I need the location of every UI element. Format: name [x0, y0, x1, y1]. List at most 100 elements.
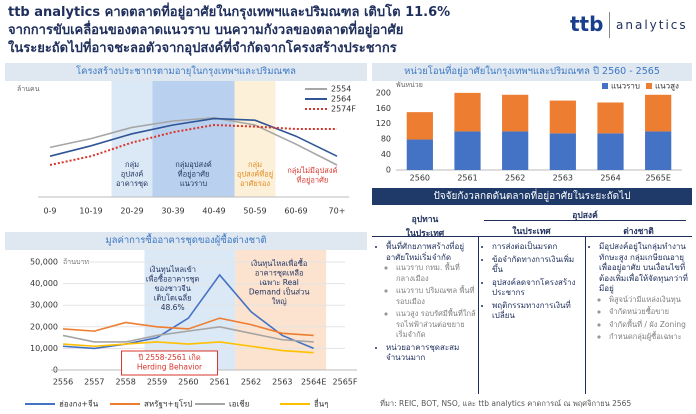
bullet-item: มีอุปสงค์อยู่ในกลุ่มทำงานทักษะสูง กลุ่มเ…	[599, 242, 689, 343]
x-tick-label: 2556	[53, 378, 73, 387]
line-series	[62, 341, 314, 354]
annotation: 48.6%	[161, 303, 185, 312]
table-column: การส่งต่อเป็นมรดกข้อจำกัดทางการเงินเพิ่ม…	[481, 242, 582, 324]
x-tick-label: 2565F	[333, 378, 358, 387]
y-tick-label: 200	[376, 88, 391, 97]
annotation: อาคารชุดเหลือ	[255, 269, 304, 278]
highlight-band	[234, 81, 276, 197]
bullet-text: หน่วยอาคารชุดสะสมจำนวนมาก	[386, 342, 460, 363]
bar-segment	[502, 131, 529, 170]
annotation: อุปสงค์	[121, 170, 144, 179]
y-tick-label: 30,000	[30, 301, 58, 310]
header-line: ในประเทศ	[405, 229, 445, 239]
sub-list: แนวราบ กทม. พื้นที่กลางเมืองแนวราบ ปริมณ…	[386, 263, 476, 341]
chart: พันหน่วย 0 40 80 120 160 200 2560 2561 2562 2563 25…	[376, 81, 682, 183]
annotation: อาคารชุด	[116, 179, 148, 188]
sub-bullet: จำกัดหน่วยซื้อขาย	[609, 307, 689, 318]
title-line: ttb analytics คาดตลาดที่อยู่อาศัยในกรุงเ…	[8, 5, 451, 20]
divider	[484, 220, 686, 221]
chart: ล้านคน 0-9 10-19 20-29 30-39 40-49 50-59 60-69 7…	[17, 81, 356, 216]
bullet-item: พฤติกรรมทางการเงินที่เปลี่ยน	[492, 301, 582, 322]
highlight-band	[144, 250, 236, 370]
bullet-item: พื้นที่ศักยภาพสร้างที่อยู่อาศัยใหม่เริ่ม…	[386, 242, 476, 341]
bar-segment	[406, 112, 433, 140]
x-tick-label: 40-49	[202, 207, 225, 216]
divider	[478, 236, 479, 394]
bullet-item: การส่งต่อเป็นมรดก	[492, 242, 582, 253]
legend-swatch	[602, 83, 608, 89]
highlight-band	[111, 81, 153, 197]
x-tick-label: 2563	[272, 378, 292, 387]
x-tick-label: 2563	[553, 174, 573, 183]
annotation: ของชาวจีน	[155, 284, 191, 293]
x-tick-label: 2562	[505, 174, 525, 183]
x-tick-label: 10-19	[79, 207, 102, 216]
bar-segment	[597, 133, 624, 170]
annotation: Herding Behavior	[137, 363, 203, 372]
sub-bullet: แนวสูง รอบรัศมีพื้นที่ใกล้รถไฟฟ้าส่วนต่อ…	[396, 309, 476, 341]
bar-segment	[549, 100, 576, 134]
sub-bullet: แนวราบ ปริมณฑล พื้นที่รอบเมือง	[396, 286, 476, 307]
x-tick-label: 2561	[457, 174, 477, 183]
x-tick-label: 2557	[84, 378, 104, 387]
panel-title: มูลค่าการซื้ออาคารชุดของผู้ซื้อต่างชาติ	[5, 232, 367, 250]
x-tick-label: 60-69	[284, 207, 307, 216]
annotation: กลุ่มอุปสงค์	[175, 160, 212, 169]
table-column: พื้นที่ศักยภาพสร้างที่อยู่อาศัยใหม่เริ่ม…	[375, 242, 476, 366]
y-tick-label: 40,000	[30, 279, 58, 288]
bullet-list: พื้นที่ศักยภาพสร้างที่อยู่อาศัยใหม่เริ่ม…	[375, 242, 476, 364]
annotation: เงินทุนไหลเพื่อซื้อ	[251, 258, 307, 268]
supply-header: อุปทาน ในประเทศ	[372, 212, 478, 240]
sub-bullet: จำกัดพื้นที่ / ผัง Zoning	[609, 320, 689, 331]
bullet-list: มีอุปสงค์อยู่ในกลุ่มทำงานทักษะสูง กลุ่มเ…	[588, 242, 689, 343]
title-line: ในระยะถัดไปที่อาจชะลอตัวจากอุปสงค์ที่จำก…	[8, 41, 397, 56]
legend-label: สหรัฐฯ+ยุโรป	[144, 399, 192, 409]
bullet-item: หน่วยอาคารชุดสะสมจำนวนมาก	[386, 343, 476, 364]
panel-title: โครงสร้างประชากรตามอายุในกรุงเทพฯและปริม…	[5, 63, 367, 81]
x-tick-label: 50-59	[243, 207, 266, 216]
divider	[585, 236, 586, 394]
legend-label: แนวราบ	[611, 82, 640, 91]
chart: ล้านบาท010,00020,00030,00040,00050,00025…	[25, 250, 358, 409]
x-tick-label: 30-39	[161, 207, 184, 216]
line-series	[49, 116, 338, 166]
bar-segment	[645, 94, 672, 132]
bullet-text: ข้อจำกัดทางการเงินเพิ่มขึ้น	[492, 254, 575, 275]
logo-divider	[609, 12, 610, 38]
bar-segment	[502, 94, 529, 132]
legend-swatch	[646, 83, 652, 89]
bullet-text: อุปสงค์ลดจากโครงสร้างประชากร	[492, 277, 576, 298]
bullet-item: ข้อจำกัดทางการเงินเพิ่มขึ้น	[492, 255, 582, 276]
demand-subheader: ในประเทศ	[512, 227, 551, 237]
y-tick-label: 20,000	[30, 322, 58, 331]
x-tick-label: 2565E	[645, 174, 670, 183]
y-tick-label: 80	[381, 135, 391, 144]
x-tick-label: 2558	[115, 378, 135, 387]
annotation: ปี 2558-2561 เกิด	[137, 353, 200, 362]
bullet-text: การส่งต่อเป็นมรดก	[492, 242, 558, 251]
y-tick-label: 50,000	[30, 258, 58, 267]
header-line: อุปทาน	[411, 215, 439, 225]
y-tick-label: 0	[386, 166, 391, 175]
bar-segment	[406, 139, 433, 170]
bullet-list: การส่งต่อเป็นมรดกข้อจำกัดทางการเงินเพิ่ม…	[481, 242, 582, 322]
y-tick-label: 160	[376, 104, 391, 113]
bullet-text: พื้นที่ศักยภาพสร้างที่อยู่อาศัยใหม่เริ่ม…	[386, 242, 465, 262]
sub-list: พิสูจน์ว่ามีแหล่งเงินทุนจำกัดหน่วยซื้อขา…	[599, 295, 689, 343]
sub-bullet: พิสูจน์ว่ามีแหล่งเงินทุน	[609, 295, 689, 306]
x-tick-label: 2559	[147, 378, 167, 387]
x-tick-label: 0-9	[43, 207, 56, 216]
annotation: แนวราบ	[180, 179, 207, 188]
y-tick-label: 10,000	[30, 344, 58, 353]
bullet-item: อุปสงค์ลดจากโครงสร้างประชากร	[492, 278, 582, 299]
x-tick-label: 2560	[178, 378, 198, 387]
legend-label: แนวสูง	[655, 82, 679, 92]
bar-segment	[454, 92, 481, 132]
legend-label: อื่นๆ	[314, 398, 329, 409]
line-series	[62, 325, 314, 343]
table-title: ปัจจัยกังวลกดดันตลาดที่อยู่อาศัยในระยะถั…	[372, 188, 692, 205]
y-tick-label: 120	[376, 119, 391, 128]
line-series	[62, 273, 314, 350]
x-tick-label: 20-29	[120, 207, 143, 216]
